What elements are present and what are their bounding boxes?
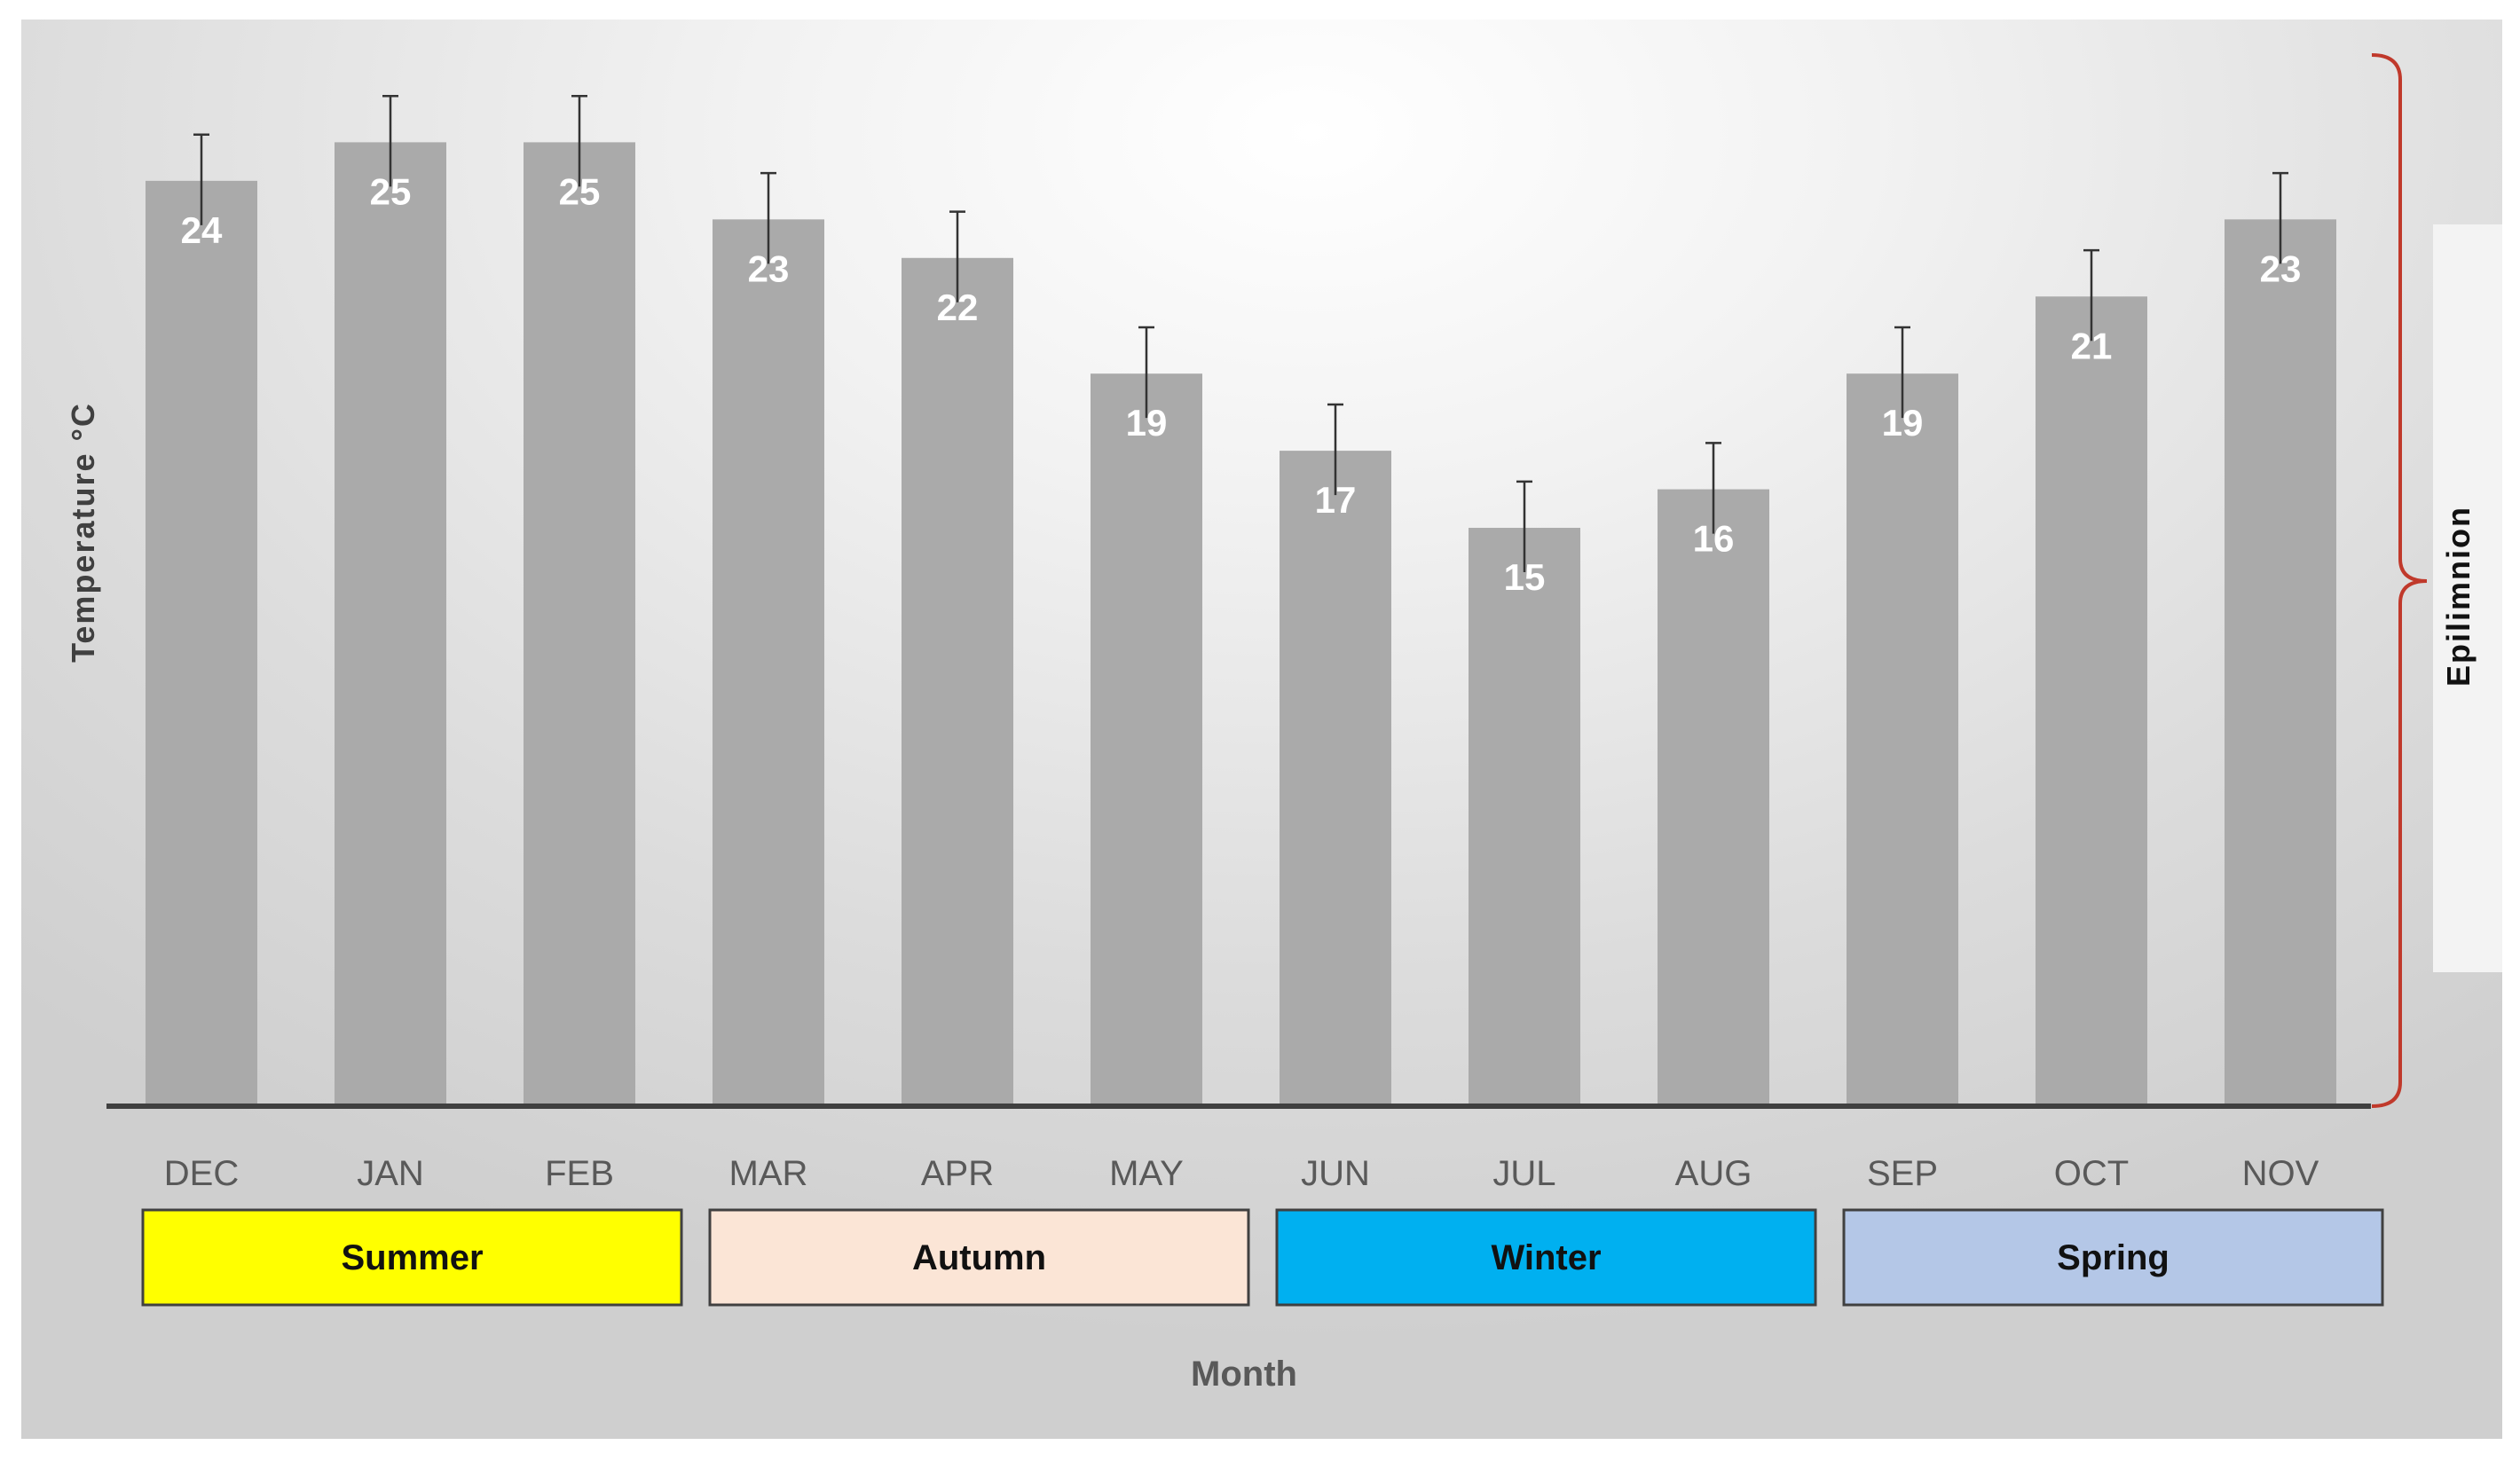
error-bar-jul xyxy=(1516,480,1532,573)
epilimnion-label: Epilimnion xyxy=(2440,506,2477,687)
season-label-winter: Winter xyxy=(1491,1238,1601,1277)
season-label-autumn: Autumn xyxy=(912,1238,1046,1277)
value-label-aug: 16 xyxy=(1693,518,1735,560)
error-bar-aug xyxy=(1705,442,1721,534)
value-label-jul: 15 xyxy=(1504,556,1546,598)
bars-layer xyxy=(146,142,2336,1107)
x-tick-dec: DEC xyxy=(164,1154,239,1193)
bar-mar xyxy=(713,219,824,1107)
x-tick-jul: JUL xyxy=(1492,1154,1555,1193)
value-label-jan: 25 xyxy=(370,170,412,212)
error-bar-mar xyxy=(760,171,776,264)
season-box-winter xyxy=(1275,1208,1817,1307)
x-tick-sep: SEP xyxy=(1867,1154,1938,1193)
error-bar-may xyxy=(1138,326,1154,419)
x-tick-jan: JAN xyxy=(357,1154,424,1193)
value-label-nov: 23 xyxy=(2260,247,2302,289)
season-legend: Summer Autumn Winter Spring xyxy=(141,1208,2384,1307)
error-bar-jun xyxy=(1327,403,1343,496)
bar-jan xyxy=(335,142,446,1107)
value-labels-layer: 24 25 25 23 22 19 17 15 16 19 21 23 xyxy=(181,170,2302,598)
bar-sep xyxy=(1847,373,1958,1106)
bar-may xyxy=(1091,373,1202,1106)
epilimnion-bracket xyxy=(2371,53,2428,1108)
value-label-jun: 17 xyxy=(1315,479,1357,521)
bar-apr xyxy=(902,257,1013,1106)
error-bar-jan xyxy=(382,94,398,187)
x-tick-jun: JUN xyxy=(1301,1154,1370,1193)
x-tick-mar: MAR xyxy=(729,1154,808,1193)
x-tick-oct: OCT xyxy=(2054,1154,2129,1193)
side-panel xyxy=(2433,224,2502,972)
value-label-sep: 19 xyxy=(1882,402,1924,444)
bar-nov xyxy=(2225,219,2336,1107)
bar-oct xyxy=(2036,296,2147,1106)
x-tick-may: MAY xyxy=(1109,1154,1184,1193)
value-label-may: 19 xyxy=(1126,402,1168,444)
value-label-feb: 25 xyxy=(559,170,601,212)
bar-aug xyxy=(1658,489,1769,1106)
bar-jun xyxy=(1280,451,1391,1106)
season-box-summer xyxy=(141,1208,683,1307)
x-tick-apr: APR xyxy=(921,1154,994,1193)
error-bar-feb xyxy=(571,94,587,187)
y-axis-title: Temperature °C xyxy=(65,402,101,663)
error-bar-apr xyxy=(949,210,965,302)
value-label-mar: 23 xyxy=(748,247,790,289)
error-bar-dec xyxy=(193,133,209,225)
season-label-summer: Summer xyxy=(341,1238,483,1277)
season-box-autumn xyxy=(708,1208,1250,1307)
season-winter: Winter xyxy=(1275,1208,1817,1307)
x-tick-nov: NOV xyxy=(2242,1154,2319,1193)
x-tick-aug: AUG xyxy=(1675,1154,1752,1193)
x-axis-title: Month xyxy=(1191,1355,1297,1394)
bar-dec xyxy=(146,180,257,1106)
x-tick-feb: FEB xyxy=(545,1154,614,1193)
error-bar-nov xyxy=(2272,171,2288,264)
value-label-apr: 22 xyxy=(937,287,979,328)
bar-feb xyxy=(524,142,635,1107)
error-bar-oct xyxy=(2083,248,2099,342)
x-tick-labels: DEC JAN FEB MAR APR MAY JUN JUL AUG SEP OCT NOV xyxy=(164,1154,2319,1193)
bar-jul xyxy=(1469,528,1580,1106)
error-bar-sep xyxy=(1894,326,1910,419)
value-label-oct: 21 xyxy=(2071,325,2113,366)
season-spring: Spring xyxy=(1842,1208,2384,1307)
season-label-spring: Spring xyxy=(2057,1238,2170,1277)
error-bars-layer xyxy=(193,94,2288,573)
season-summer: Summer xyxy=(141,1208,683,1307)
value-label-dec: 24 xyxy=(181,209,223,251)
season-box-spring xyxy=(1842,1208,2384,1307)
season-autumn: Autumn xyxy=(708,1208,1250,1307)
